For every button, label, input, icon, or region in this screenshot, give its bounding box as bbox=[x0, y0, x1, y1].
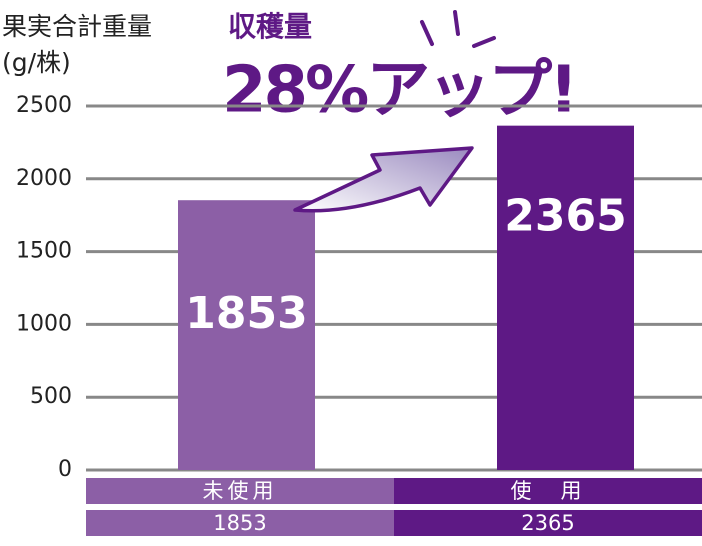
annotation-title: 収穫量 bbox=[228, 10, 312, 43]
y-tick-label: 1500 bbox=[16, 239, 72, 264]
table-value: 2365 bbox=[521, 511, 574, 535]
x-tick-label: 未使用 bbox=[203, 479, 278, 503]
y-tick-label: 2000 bbox=[16, 166, 72, 191]
bar bbox=[497, 125, 634, 470]
y-tick-label: 500 bbox=[30, 384, 72, 409]
table-cell bbox=[394, 510, 702, 536]
arrow bbox=[293, 146, 474, 213]
table-cell bbox=[86, 478, 394, 504]
table-value: 1853 bbox=[213, 511, 266, 535]
y-axis-title: 果実合計重量 bbox=[2, 12, 152, 41]
table-cell bbox=[394, 478, 702, 504]
sparkle bbox=[420, 10, 496, 48]
table-cell bbox=[86, 510, 394, 536]
y-tick-label: 1000 bbox=[16, 311, 72, 336]
bar bbox=[178, 200, 315, 471]
bar-value-label: 2365 bbox=[504, 190, 626, 241]
y-tick-label: 0 bbox=[58, 457, 72, 482]
annotation: 28%アップ! bbox=[222, 54, 575, 128]
bar-value-label: 1853 bbox=[185, 288, 307, 339]
y-axis-unit: (g/株) bbox=[2, 48, 71, 77]
x-tick-label: 使 用 bbox=[511, 479, 586, 503]
y-tick-label: 2500 bbox=[16, 93, 72, 118]
